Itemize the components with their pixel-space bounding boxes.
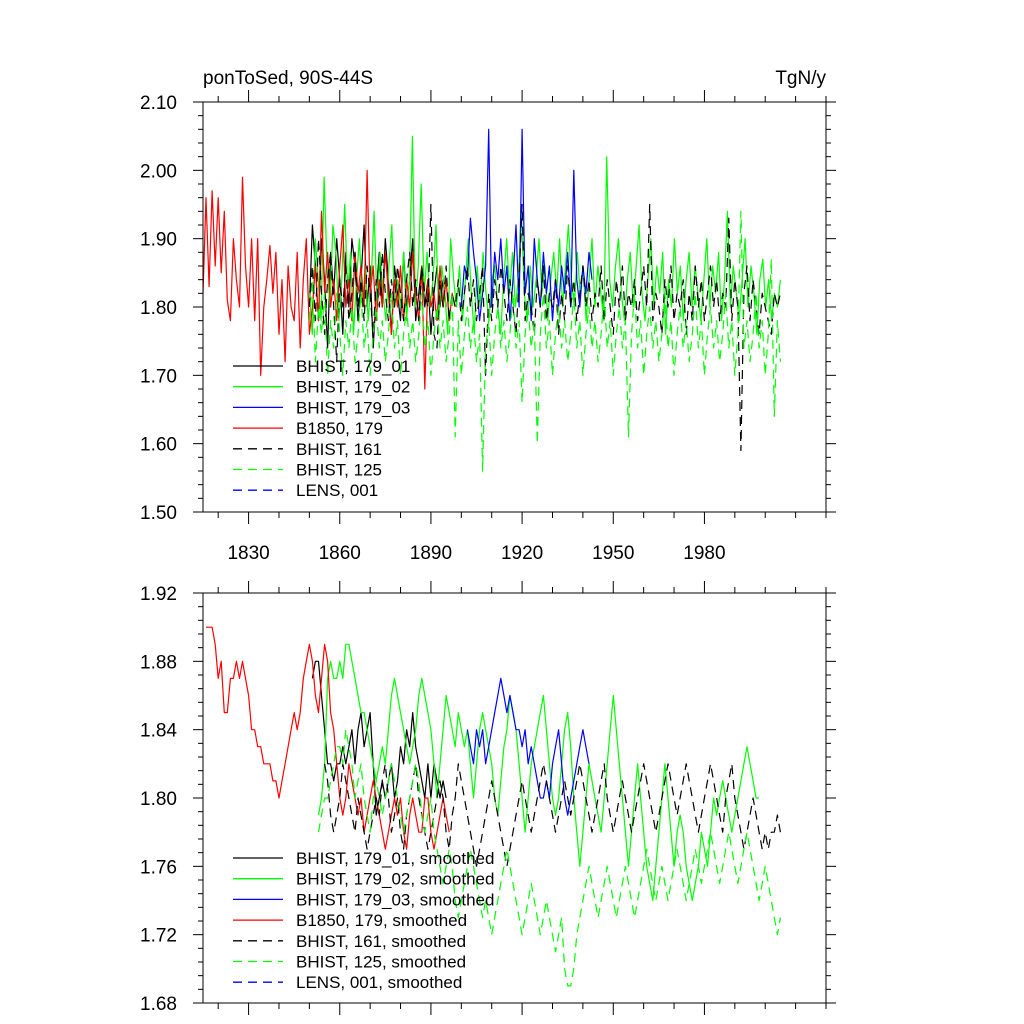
series-line-bhist-179-01-smoothed bbox=[311, 660, 447, 816]
y-tick-label: 1.92 bbox=[140, 584, 177, 605]
series-line-bhist-125 bbox=[308, 210, 781, 472]
legend-label: LENS, 001 bbox=[296, 481, 378, 500]
series-line-bhist-161 bbox=[308, 203, 781, 452]
legend-label: BHIST, 179_01 bbox=[296, 357, 410, 376]
x-tick-label: 1950 bbox=[592, 543, 634, 564]
y-tick-label: 1.72 bbox=[140, 926, 177, 947]
legend-label: BHIST, 161 bbox=[296, 440, 382, 459]
top-panel-title: ponToSed, 90S-44S bbox=[203, 68, 373, 89]
legend-label: BHIST, 125 bbox=[296, 461, 382, 480]
legend-label: B1850, 179 bbox=[296, 419, 383, 438]
y-tick-label: 1.60 bbox=[140, 435, 177, 456]
bottom-panel: 1.68 1.72 1.76 1.80 1.84 1.88 1.92 BHIST, 179_… bbox=[140, 581, 836, 1015]
y-tick-label: 1.76 bbox=[140, 857, 177, 878]
bottom-plot-axes: 1.68 1.72 1.76 1.80 1.84 1.88 1.92 bbox=[140, 581, 836, 1015]
y-tick-label: 2.00 bbox=[140, 161, 177, 182]
legend-label: BHIST, 179_03 bbox=[296, 398, 410, 417]
y-tick-label: 1.70 bbox=[140, 366, 177, 387]
legend-label: BHIST, 161, smoothed bbox=[296, 932, 466, 951]
series-line-bhist-125-smoothed bbox=[317, 729, 781, 987]
series-line-b1850-179 bbox=[203, 169, 456, 390]
legend-label: BHIST, 179_01, smoothed bbox=[296, 849, 494, 868]
x-tick-label: 1890 bbox=[410, 543, 452, 564]
bottom-plot-series bbox=[206, 626, 781, 987]
legend-label: LENS, 001, smoothed bbox=[296, 973, 462, 992]
y-tick-label: 1.50 bbox=[140, 503, 177, 524]
legend-label: BHIST, 179_02 bbox=[296, 378, 410, 397]
y-tick-label: 1.80 bbox=[140, 298, 177, 319]
y-tick-label: 1.88 bbox=[140, 652, 177, 673]
top-panel: ponToSed, 90S-44S TgN/y 1.50 1.60 1.70 1.80… bbox=[140, 68, 836, 564]
top-plot-series bbox=[203, 128, 781, 472]
y-tick-label: 1.90 bbox=[140, 230, 177, 251]
series-line-bhist-161-smoothed bbox=[324, 763, 781, 867]
series-line-bhist-179-03-smoothed bbox=[466, 677, 590, 816]
legend-label: BHIST, 125, smoothed bbox=[296, 953, 466, 972]
top-panel-units: TgN/y bbox=[775, 68, 826, 89]
legend-label: BHIST, 179_02, smoothed bbox=[296, 870, 494, 889]
y-tick-label: 1.80 bbox=[140, 789, 177, 810]
series-line-b1850-179-smoothed bbox=[206, 626, 450, 850]
y-tick-label: 2.10 bbox=[140, 93, 177, 114]
series-line-bhist-179-02-smoothed bbox=[317, 643, 760, 902]
x-tick-label: 1920 bbox=[501, 543, 543, 564]
x-tick-label: 1860 bbox=[319, 543, 361, 564]
bottom-plot-legend: BHIST, 179_01, smoothed BHIST, 179_02, sm… bbox=[233, 849, 494, 992]
y-tick-label: 1.68 bbox=[140, 994, 177, 1015]
x-tick-label: 1830 bbox=[227, 543, 269, 564]
top-plot-axes: 1.50 1.60 1.70 1.80 1.90 2.00 2.10 1830 1860 1890… bbox=[140, 90, 836, 564]
x-tick-label: 1980 bbox=[683, 543, 725, 564]
legend-label: B1850, 179, smoothed bbox=[296, 911, 467, 930]
legend-label: BHIST, 179_03, smoothed bbox=[296, 890, 494, 909]
y-tick-label: 1.84 bbox=[140, 721, 177, 742]
